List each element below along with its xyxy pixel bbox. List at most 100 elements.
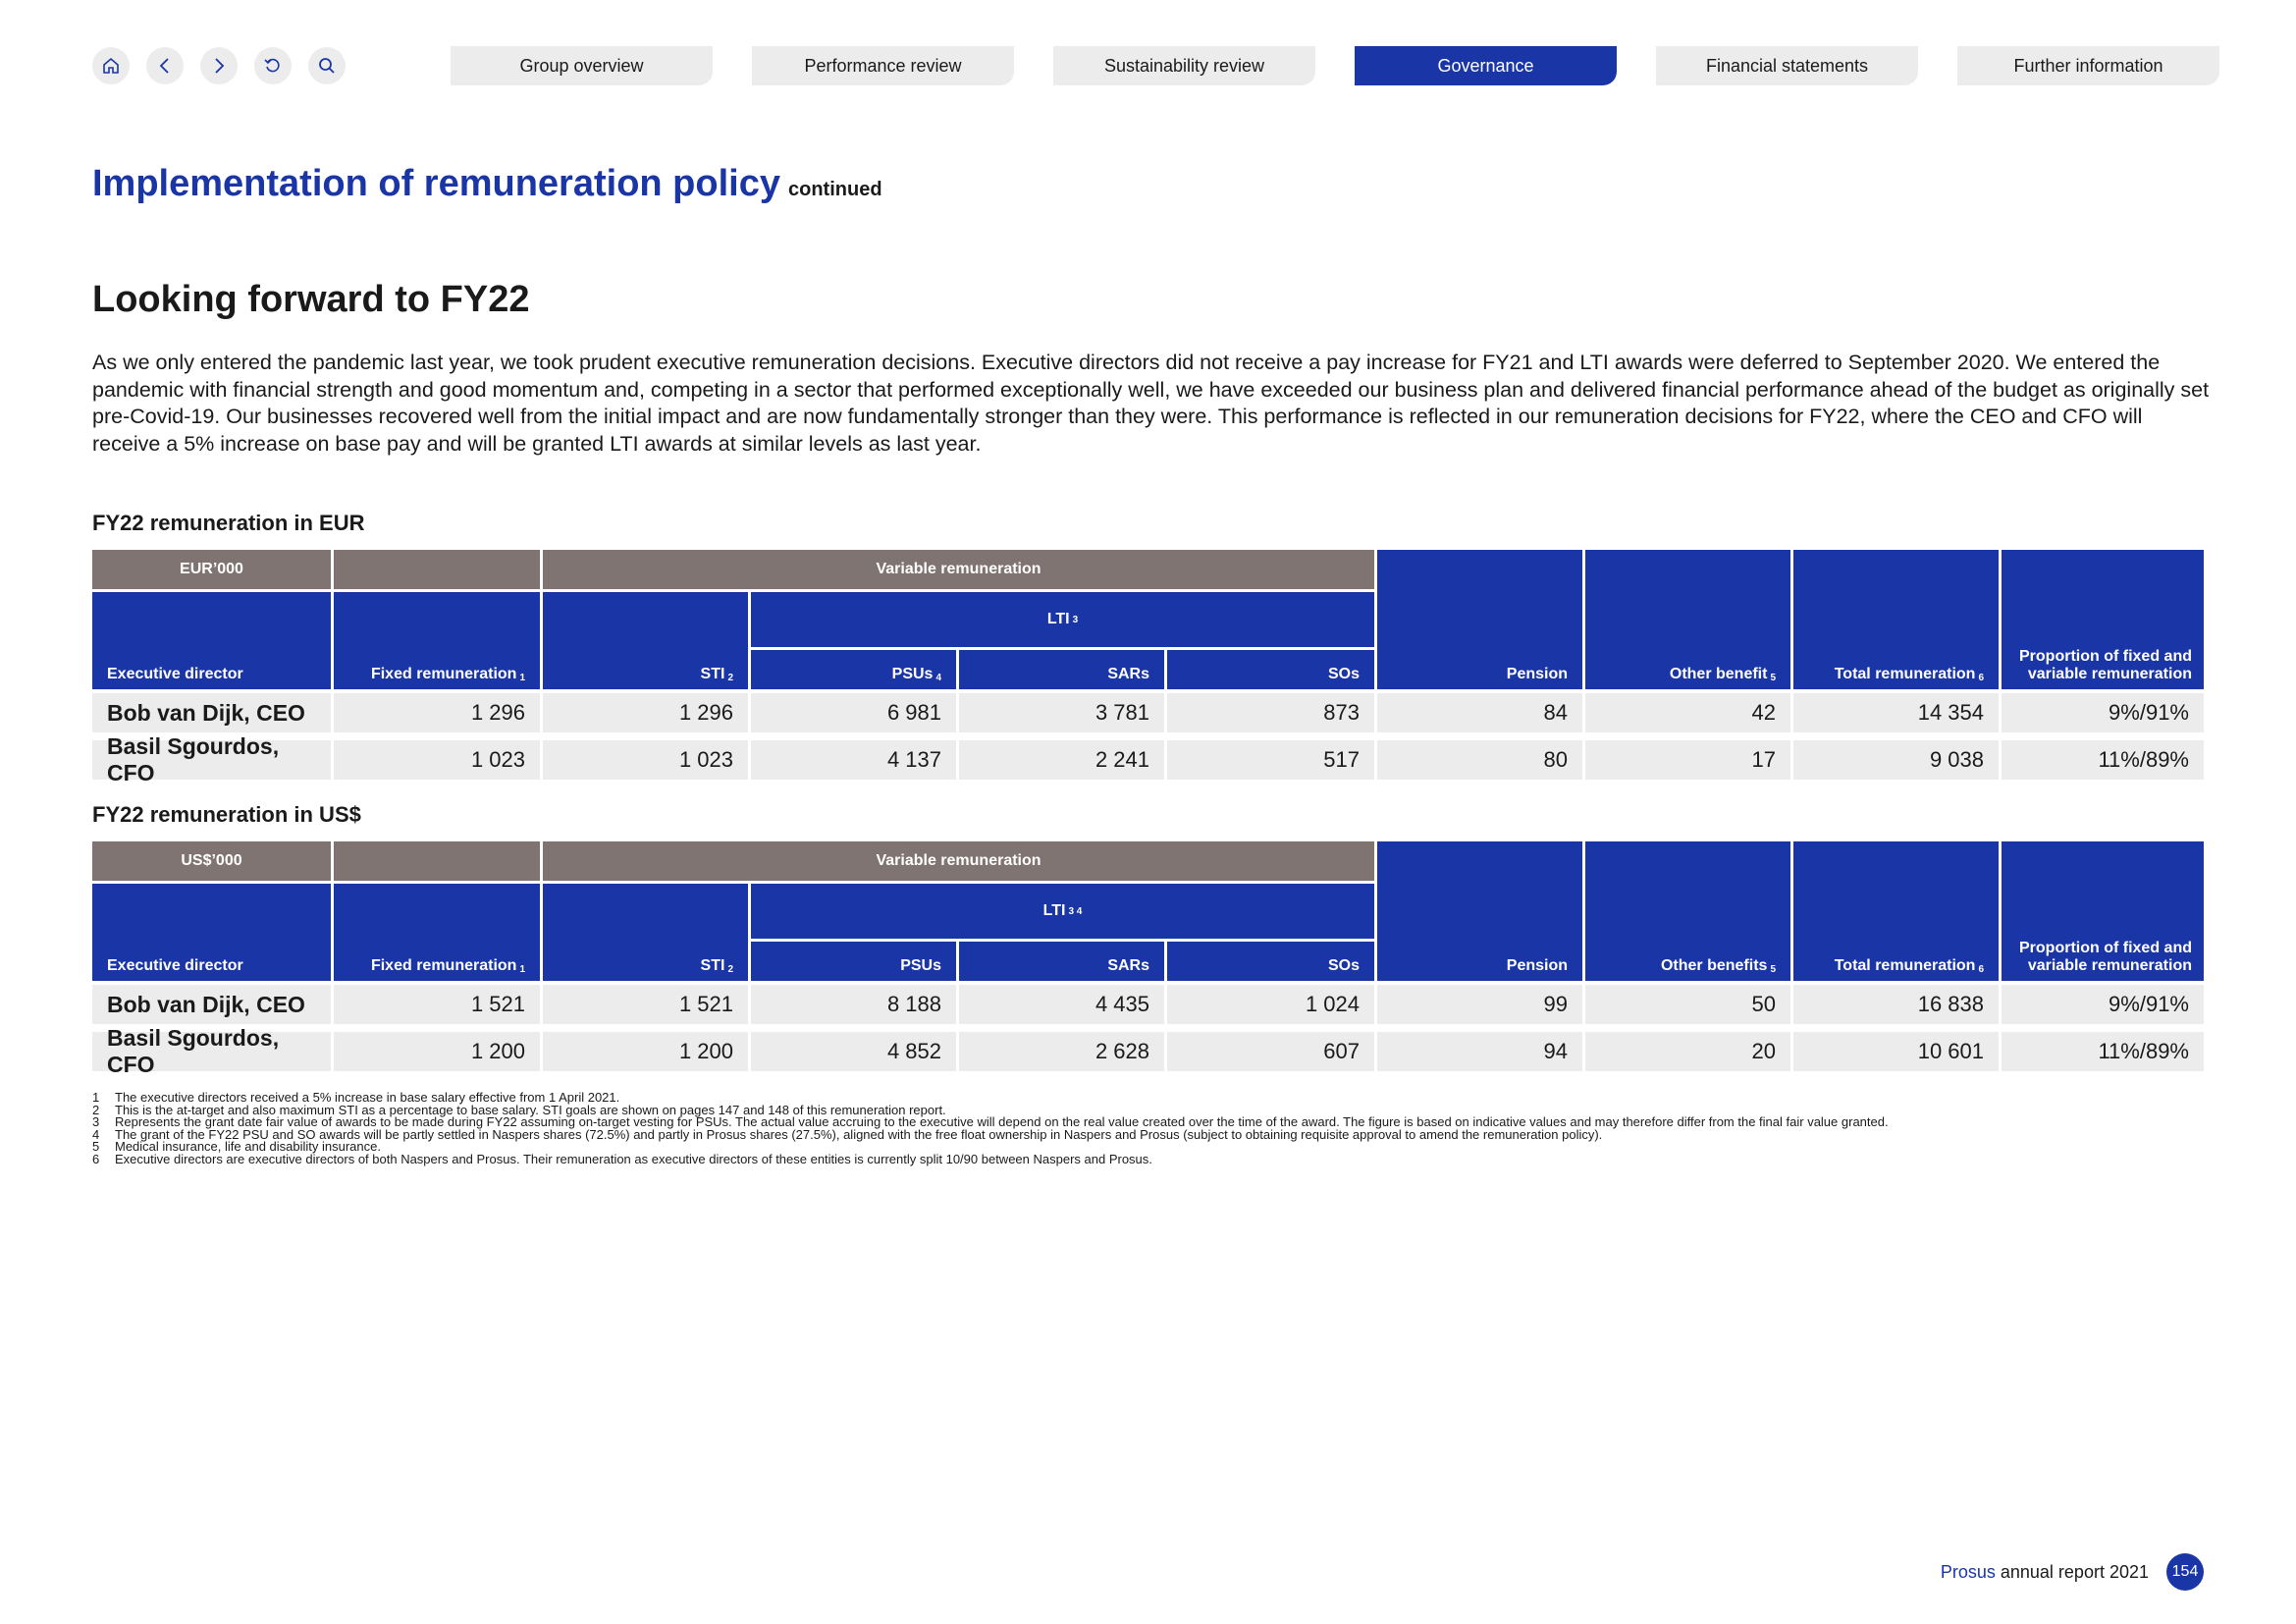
proportion-value: 9%/91% <box>2002 693 2204 732</box>
director-name: Bob van Dijk, CEO <box>92 693 331 732</box>
proportion-value: 11%/89% <box>2002 740 2204 780</box>
tab-further-information[interactable]: Further information <box>1957 46 2219 85</box>
eur-other-header: Other benefit 5 <box>1585 550 1790 689</box>
usd-sos-header: SOs <box>1167 942 1374 981</box>
search-icon[interactable] <box>308 47 346 84</box>
footnote: 1 The executive directors received a 5% i… <box>92 1090 620 1105</box>
undo-icon[interactable] <box>254 47 292 84</box>
other-value: 20 <box>1585 1032 1790 1071</box>
fixed-value: 1 023 <box>334 740 540 780</box>
tab-performance-review[interactable]: Performance review <box>752 46 1014 85</box>
psus-value: 6 981 <box>751 693 956 732</box>
usd-fixed-header: Fixed remuneration 1 <box>334 884 540 981</box>
page-title-continued: continued <box>787 179 882 200</box>
pension-value: 80 <box>1377 740 1582 780</box>
usd-unit-header: US$’000 <box>92 841 331 881</box>
total-value: 14 354 <box>1793 693 1999 732</box>
eur-table-title: FY22 remuneration in EUR <box>92 511 365 535</box>
psus-value: 4 137 <box>751 740 956 780</box>
sars-value: 2 628 <box>959 1032 1164 1071</box>
proportion-value: 11%/89% <box>2002 1032 2204 1071</box>
home-icon[interactable] <box>92 47 130 84</box>
usd-proportion-header: Proportion of fixed and variable remuner… <box>2002 841 2204 981</box>
nav-icon-bar <box>92 47 346 84</box>
sti-value: 1 023 <box>543 740 748 780</box>
fixed-value: 1 521 <box>334 985 540 1024</box>
sos-value: 517 <box>1167 740 1374 780</box>
table-row: Bob van Dijk, CEO 1 521 1 521 8 188 4 43… <box>92 985 2204 1024</box>
sos-value: 873 <box>1167 693 1374 732</box>
intro-paragraph: As we only entered the pandemic last yea… <box>92 351 2210 456</box>
sti-value: 1 200 <box>543 1032 748 1071</box>
other-value: 17 <box>1585 740 1790 780</box>
page-number-badge: 154 <box>2166 1553 2204 1591</box>
eur-total-header: Total remuneration 6 <box>1793 550 1999 689</box>
usd-variable-header: Variable remuneration <box>543 841 1374 881</box>
back-icon[interactable] <box>146 47 184 84</box>
page-title: Implementation of remuneration policy co… <box>92 163 882 205</box>
eur-sos-header: SOs <box>1167 650 1374 689</box>
usd-table-title: FY22 remuneration in US$ <box>92 802 361 827</box>
psus-value: 8 188 <box>751 985 956 1024</box>
total-value: 10 601 <box>1793 1032 1999 1071</box>
usd-other-header: Other benefits 5 <box>1585 841 1790 981</box>
pension-value: 99 <box>1377 985 1582 1024</box>
usd-lti-header: LTI 3 4 <box>751 884 1374 939</box>
eur-fixed-top-header <box>334 550 540 589</box>
eur-sti-header: STI 2 <box>543 592 748 689</box>
eur-sars-header: SARs <box>959 650 1164 689</box>
eur-director-header: Executive director <box>92 592 331 689</box>
footer-report-label: Prosus annual report 2021 <box>1940 1561 2149 1582</box>
sos-value: 607 <box>1167 1032 1374 1071</box>
eur-fixed-header: Fixed remuneration 1 <box>334 592 540 689</box>
forward-icon[interactable] <box>200 47 238 84</box>
usd-psus-header: PSUs <box>751 942 956 981</box>
sars-value: 4 435 <box>959 985 1164 1024</box>
eur-variable-header: Variable remuneration <box>543 550 1374 589</box>
eur-unit-header: EUR’000 <box>92 550 331 589</box>
section-subheading: Looking forward to FY22 <box>92 279 530 320</box>
tab-sustainability-review[interactable]: Sustainability review <box>1053 46 1315 85</box>
usd-sars-header: SARs <box>959 942 1164 981</box>
usd-pension-header: Pension <box>1377 841 1582 981</box>
eur-proportion-header: Proportion of fixed and variable remuner… <box>2002 550 2204 689</box>
page-title-main: Implementation of remuneration policy <box>92 163 780 204</box>
sti-value: 1 521 <box>543 985 748 1024</box>
sars-value: 2 241 <box>959 740 1164 780</box>
page-footer: Prosus annual report 2021 154 <box>1941 1553 2204 1591</box>
sars-value: 3 781 <box>959 693 1164 732</box>
footnote: 6 Executive directors are executive direc… <box>92 1151 1152 1166</box>
footnote: 2 This is the at-target and also maximum … <box>92 1102 946 1117</box>
director-name: Basil Sgourdos, CFO <box>92 1025 331 1077</box>
pension-value: 94 <box>1377 1032 1582 1071</box>
usd-director-header: Executive director <box>92 884 331 981</box>
sti-value: 1 296 <box>543 693 748 732</box>
footnote: 3 Represents the grant date fair value of… <box>92 1114 1889 1129</box>
footnotes: 1 The executive directors received a 5% i… <box>92 1090 2213 1166</box>
eur-lti-header: LTI 3 <box>751 592 1374 647</box>
pension-value: 84 <box>1377 693 1582 732</box>
director-name: Basil Sgourdos, CFO <box>92 733 331 785</box>
psus-value: 4 852 <box>751 1032 956 1071</box>
tab-governance[interactable]: Governance <box>1355 46 1617 85</box>
other-value: 42 <box>1585 693 1790 732</box>
proportion-value: 9%/91% <box>2002 985 2204 1024</box>
tab-financial-statements[interactable]: Financial statements <box>1656 46 1918 85</box>
eur-pension-header: Pension <box>1377 550 1582 689</box>
usd-sti-header: STI 2 <box>543 884 748 981</box>
usd-fixed-top-header <box>334 841 540 881</box>
section-tabs: Group overview Performance review Sustai… <box>451 46 2219 85</box>
table-row: Bob van Dijk, CEO 1 296 1 296 6 981 3 78… <box>92 693 2204 732</box>
director-name: Bob van Dijk, CEO <box>92 985 331 1024</box>
total-value: 9 038 <box>1793 740 1999 780</box>
usd-total-header: Total remuneration 6 <box>1793 841 1999 981</box>
tab-group-overview[interactable]: Group overview <box>451 46 713 85</box>
other-value: 50 <box>1585 985 1790 1024</box>
fixed-value: 1 200 <box>334 1032 540 1071</box>
total-value: 16 838 <box>1793 985 1999 1024</box>
table-row: Basil Sgourdos, CFO 1 023 1 023 4 137 2 … <box>92 733 2204 785</box>
eur-psus-header: PSUs 4 <box>751 650 956 689</box>
footnote: 4 The grant of the FY22 PSU and SO awards… <box>92 1126 1603 1142</box>
table-row: Basil Sgourdos, CFO 1 200 1 200 4 852 2 … <box>92 1025 2204 1077</box>
fixed-value: 1 296 <box>334 693 540 732</box>
